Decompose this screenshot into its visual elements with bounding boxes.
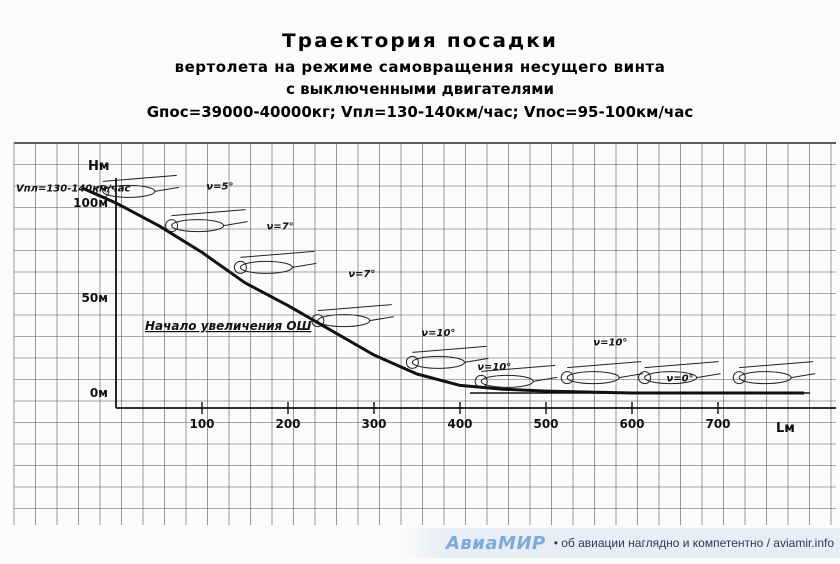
x-tick-label: 400 <box>447 417 472 431</box>
helicopter-icon <box>233 250 317 274</box>
helicopter-icon <box>560 361 644 385</box>
chart-series <box>80 186 805 395</box>
fuselage-shape <box>738 371 792 385</box>
tail-rotor-shape <box>638 371 652 385</box>
chart-annotation: ν=7° <box>348 269 375 280</box>
rotor-shape <box>739 361 814 369</box>
chart-axes <box>115 178 836 409</box>
rotor-shape <box>317 304 392 312</box>
y-tick-label: 50м <box>81 291 108 305</box>
tail-rotor-shape <box>732 371 746 385</box>
chart-annotation: Начало увеличения ОШ <box>145 319 312 333</box>
x-tick-label: 300 <box>361 417 386 431</box>
rotor-shape <box>644 361 719 369</box>
x-tick-label: 600 <box>619 417 644 431</box>
brand-logo: АвиаМИР <box>445 532 546 554</box>
chart-subtitle-line2: с выключенными двигателями <box>285 80 554 98</box>
tail-boom-shape <box>696 373 721 379</box>
chart-annotation: ν=7° <box>267 222 294 233</box>
trajectory-line <box>80 186 804 395</box>
helicopter-icon <box>474 364 558 388</box>
helicopter-icon <box>165 209 248 233</box>
rotor-shape <box>171 209 246 217</box>
tail-boom-shape <box>154 186 179 192</box>
chart-annotation: ν=10° <box>477 362 511 373</box>
brand-tagline: • об авиации наглядно и компетентно / av… <box>553 536 834 550</box>
fuselage-shape <box>317 314 371 328</box>
fuselage-shape <box>171 219 225 233</box>
chart-annotation: ν=0° <box>666 374 693 385</box>
x-tick-label: 200 <box>275 417 300 431</box>
helicopter-icon <box>638 361 721 385</box>
rotor-shape <box>412 345 487 353</box>
x-axis-label: Lм <box>776 421 795 436</box>
x-tick-label: 700 <box>705 417 730 431</box>
chart-annotations: Vпл=130-140км/час ν=5° ν=7° ν=7° ν=10° ν=10° ν… <box>16 182 694 385</box>
x-tick-label: 500 <box>533 417 558 431</box>
chart-grid <box>13 142 836 525</box>
helicopter-icon <box>732 361 816 385</box>
rotor-shape <box>481 364 556 372</box>
rotor-shape <box>240 250 315 258</box>
chart-parameters: Gпос=39000-40000кг; Vпл=130-140км/час; V… <box>146 103 694 121</box>
tail-rotor-shape <box>405 355 419 369</box>
helicopter-icon <box>405 345 489 369</box>
tail-boom-shape <box>369 316 394 322</box>
tail-boom-shape <box>533 376 558 382</box>
rotor-shape <box>567 361 642 369</box>
tail-boom-shape <box>791 373 816 379</box>
helicopter-icon <box>311 304 394 328</box>
chart-annotation: Vпл=130-140км/час <box>16 184 130 195</box>
watermark-footer: АвиаМИР • об авиации наглядно и компетен… <box>400 528 840 558</box>
y-axis-label: Hм <box>88 159 110 174</box>
rotor-shape <box>102 174 177 182</box>
y-tick-label: 100м <box>73 196 108 210</box>
y-tick-label: 0м <box>90 386 108 400</box>
chart-annotation: ν=10° <box>421 328 455 339</box>
chart-ticks: 100 200 300 400 500 600 700 0м 50м 100м <box>73 196 730 431</box>
tail-boom-shape <box>464 357 489 363</box>
tail-rotor-shape <box>560 371 574 385</box>
chart-subtitle-line1: вертолета на режиме самовращения несущег… <box>174 58 666 76</box>
tail-boom-shape <box>292 262 317 268</box>
tail-rotor-shape <box>165 219 179 233</box>
fuselage-shape <box>566 371 620 385</box>
tail-boom-shape <box>223 221 248 227</box>
chart-title: Траектория посадки <box>282 30 558 52</box>
fuselage-shape <box>480 374 534 388</box>
x-tick-label: 100 <box>189 417 214 431</box>
tail-rotor-shape <box>233 260 247 274</box>
fuselage-shape <box>239 260 293 274</box>
chart-annotation: ν=10° <box>593 338 627 349</box>
chart-annotation: ν=5° <box>206 182 233 193</box>
